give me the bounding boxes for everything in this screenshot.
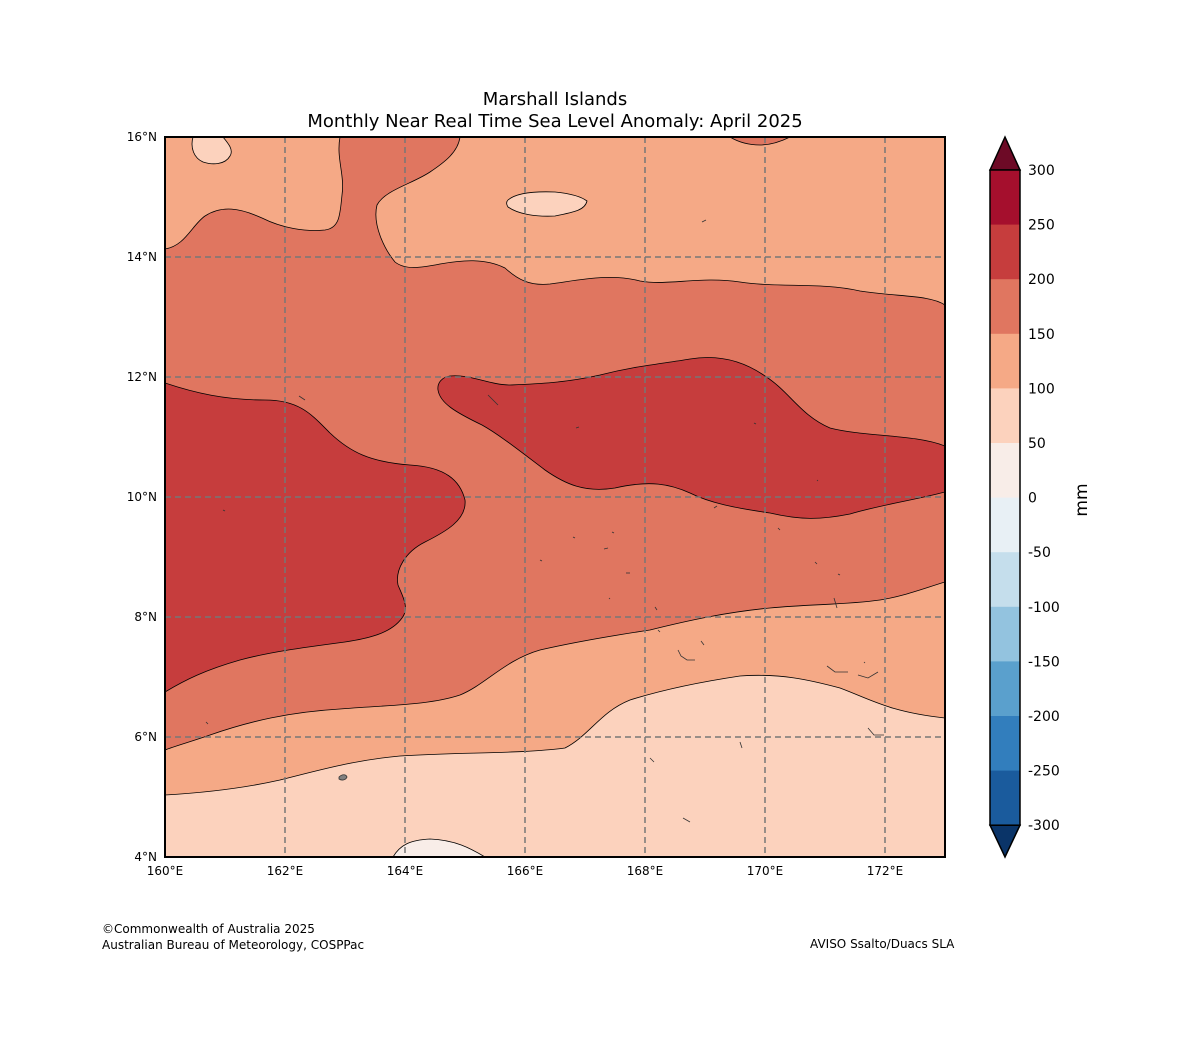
map-title: Marshall Islands [483,89,627,110]
anomaly-region-0-50-patch [392,838,486,857]
colorbar-swatch [990,224,1020,280]
colorbar-tick-label: 0 [1028,491,1037,507]
colorbar-tick-label: 200 [1028,272,1055,288]
x-tick-label: 166°E [507,864,544,878]
gridlines [165,137,945,857]
x-tick-label: 172°E [867,864,904,878]
colorbar-swatch [990,388,1020,444]
y-tick-label: 6°N [134,730,157,744]
y-axis-ticks: 4°N 6°N 8°N 10°N 12°N 14°N 16°N [127,130,157,864]
colorbar-tick-label: -50 [1028,545,1051,561]
y-tick-label: 4°N [134,850,157,864]
anomaly-region-200-250-central [437,357,945,519]
y-tick-label: 8°N [134,610,157,624]
colorbar-over-arrow [988,135,1022,171]
colorbar-tick-label: 300 [1028,163,1055,179]
anomaly-region-50-100-patch-north [191,137,232,165]
map-frame [164,136,946,858]
colorbar-swatch [990,279,1020,335]
y-tick-label: 16°N [127,130,157,144]
colorbar-swatch [990,770,1020,826]
colorbar-swatch [990,497,1020,553]
x-tick-label: 170°E [747,864,784,878]
credit-organisation: Australian Bureau of Meteorology, COSPPa… [102,938,365,952]
credit-data-source: AVISO Ssalto/Duacs SLA [810,937,955,951]
colorbar-tick-label: 100 [1028,381,1055,397]
x-axis-ticks: 160°E 162°E 164°E 166°E 168°E 170°E 172°E [147,864,904,878]
colorbar-swatch [990,606,1020,662]
anomaly-region-150-200-patch-north [729,137,791,146]
colorbar-under-arrow [988,824,1022,859]
colorbar-frame [989,169,1021,826]
colorbar-swatch [990,552,1020,608]
anomaly-region-50-100 [165,674,945,857]
credit-left: ©Commonwealth of Australia 2025 Australi… [102,921,364,953]
x-tick-label: 168°E [627,864,664,878]
islands [205,219,884,823]
x-tick-label: 160°E [147,864,184,878]
colorbar-tick-label: -250 [1028,764,1060,780]
map-subtitle: Monthly Near Real Time Sea Level Anomaly… [307,111,802,132]
colorbar-tick-label: 250 [1028,218,1055,234]
y-tick-label: 10°N [127,490,157,504]
y-tick-label: 12°N [127,370,157,384]
colorbar-swatch [990,661,1020,717]
colorbar-tick-label: -300 [1028,818,1060,834]
colorbar-tick-label: 150 [1028,327,1055,343]
colorbar-swatch [990,170,1020,226]
colorbar-tick-label: -150 [1028,654,1060,670]
colorbar-swatch [990,716,1020,772]
colorbar-tick-label: -200 [1028,709,1060,725]
colorbar-swatch [990,443,1020,499]
colorbar: 300 250 200 150 100 50 0 -50 -100 -150 -200 -250 -30… [988,135,1092,859]
x-tick-label: 162°E [267,864,304,878]
anomaly-region-50-100-patch-central [506,191,588,217]
colorbar-tick-label: -100 [1028,600,1060,616]
x-tick-label: 164°E [387,864,424,878]
credit-copyright: ©Commonwealth of Australia 2025 [102,922,315,936]
colorbar-tick-label: 50 [1028,436,1046,452]
anomaly-region-200-250-west [165,382,466,693]
y-tick-label: 14°N [127,250,157,264]
map-area [165,137,945,857]
colorbar-swatch [990,333,1020,389]
colorbar-unit-label: mm [1072,483,1092,516]
